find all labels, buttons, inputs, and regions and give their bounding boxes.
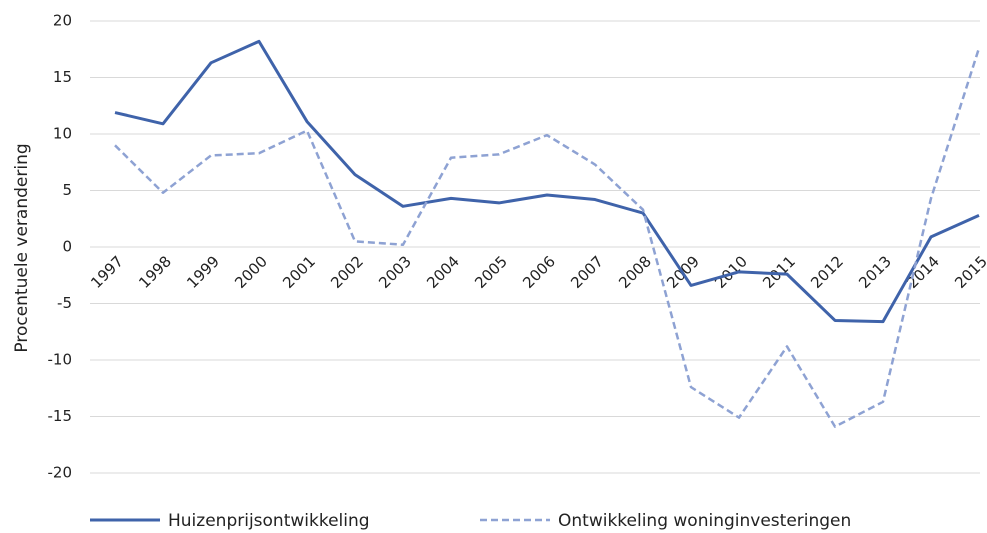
- series-line: [114, 47, 981, 428]
- x-tick-label: 1999: [183, 252, 223, 292]
- legend-label: Huizenprijsontwikkeling: [168, 511, 370, 531]
- y-tick-label: -5: [57, 294, 72, 312]
- x-tick-label: 1998: [135, 252, 175, 292]
- y-tick-label: -10: [48, 351, 73, 369]
- series-line: [114, 39, 980, 324]
- x-tick-label: 2004: [423, 252, 463, 292]
- y-tick-label: 10: [53, 125, 72, 143]
- y-tick-label: 5: [62, 181, 72, 199]
- y-tick-label: 20: [53, 12, 72, 30]
- x-tick-label: 2007: [567, 252, 607, 292]
- y-tick-label: -20: [48, 464, 73, 482]
- x-tick-label: 2001: [279, 252, 319, 292]
- x-tick-label: 2002: [327, 252, 367, 292]
- x-tick-label: 2015: [951, 252, 987, 292]
- y-tick-label: 0: [62, 238, 72, 256]
- y-tick-label: 15: [53, 68, 72, 86]
- legend-label: Ontwikkeling woninginvesteringen: [558, 511, 851, 531]
- y-axis-label: Procentuele verandering: [12, 143, 32, 352]
- x-tick-label: 2005: [471, 252, 511, 292]
- x-tick-label: 2012: [807, 252, 847, 292]
- x-tick-label: 1997: [87, 252, 127, 292]
- y-tick-label: -15: [48, 407, 73, 425]
- x-tick-label: 2006: [519, 252, 559, 292]
- x-tick-label: 2000: [231, 252, 271, 292]
- x-tick-label: 2008: [615, 252, 655, 292]
- x-tick-label: 2003: [375, 252, 415, 292]
- legend: Huizenprijsontwikkeling Ontwikkeling woni…: [90, 511, 851, 531]
- x-tick-label: 2013: [855, 252, 895, 292]
